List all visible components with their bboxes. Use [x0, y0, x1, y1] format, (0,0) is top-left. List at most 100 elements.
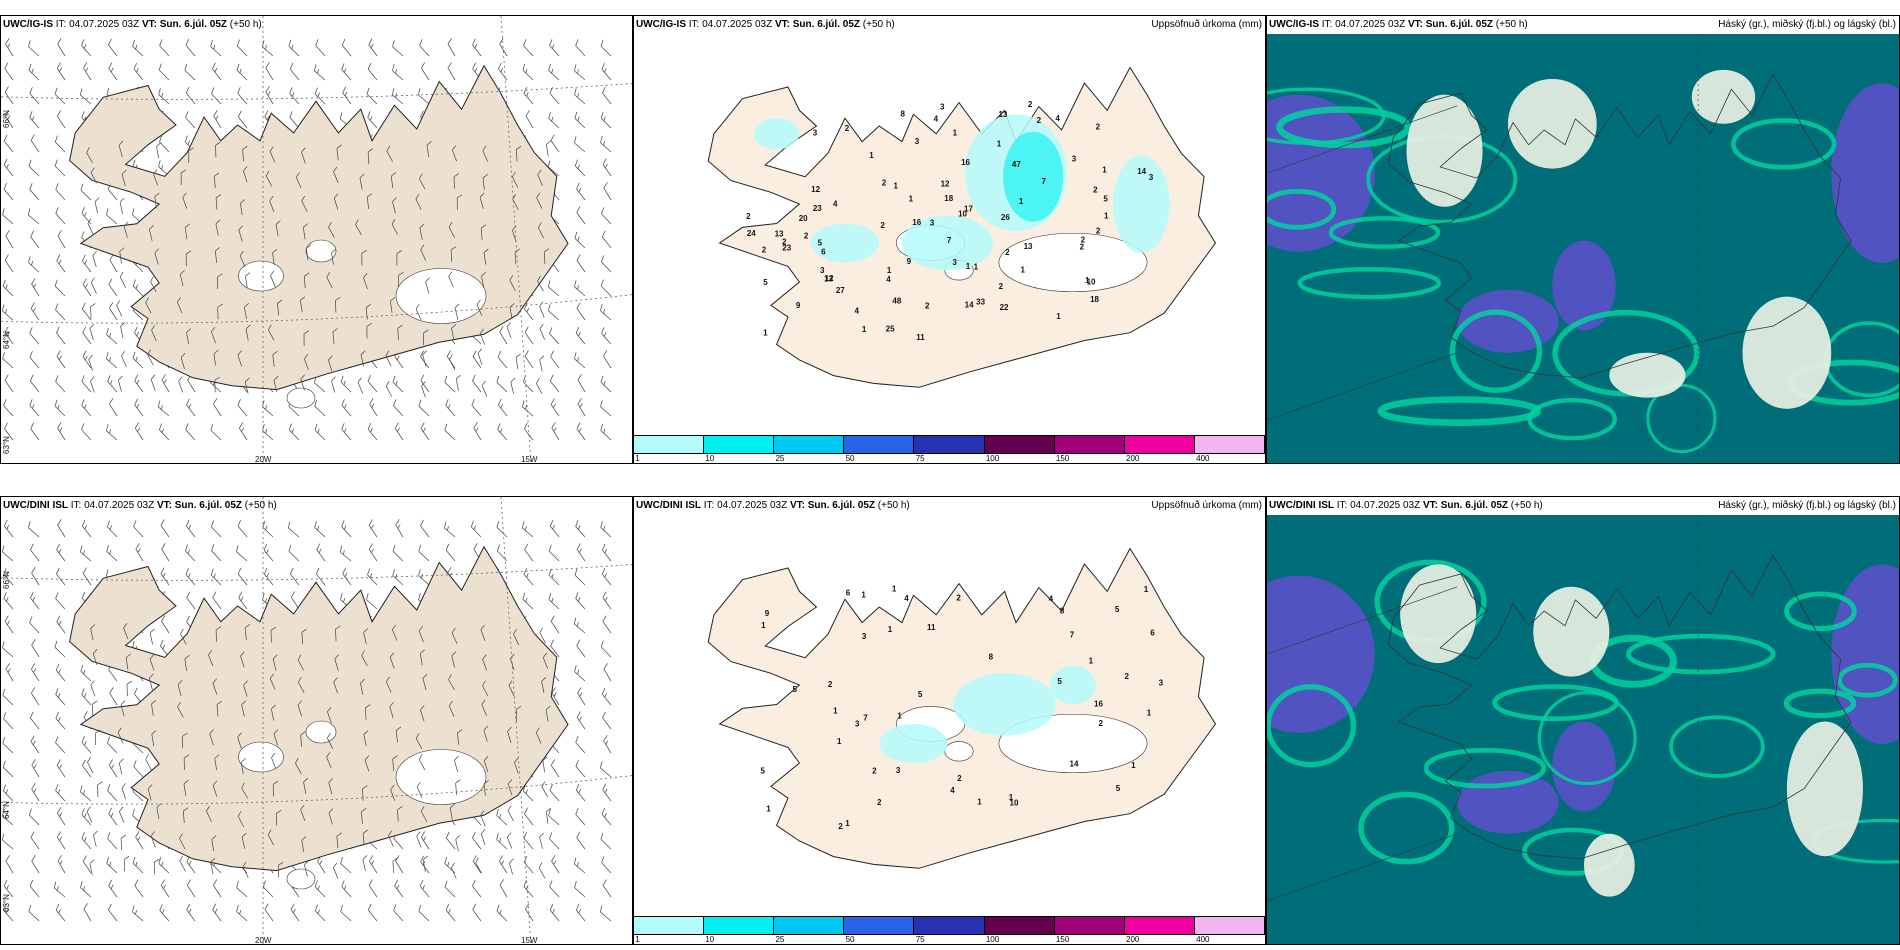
wind-barb — [415, 193, 422, 210]
precip-value-label: 1 — [833, 706, 838, 715]
wind-barb — [183, 779, 189, 796]
wind-barb — [82, 759, 92, 778]
colorbar-tick-label: 25 — [775, 454, 785, 463]
wind-barb — [31, 855, 40, 874]
wind-barb — [121, 169, 127, 186]
panel-title: UWC/DINI ISL IT: 04.07.2025 03Z VT: Sun.… — [1269, 500, 1543, 511]
wind-barb — [28, 521, 40, 538]
wind-barb — [236, 545, 248, 562]
wind-barb — [360, 350, 366, 367]
wind-barb — [548, 111, 560, 129]
wind-barb — [577, 398, 586, 417]
wind-barb — [5, 110, 14, 129]
precip-area — [753, 118, 800, 150]
wind-barb — [185, 423, 196, 441]
wind-barb — [179, 833, 186, 850]
wind-barb — [121, 783, 127, 800]
wind-barb — [547, 280, 560, 297]
wind-barb — [523, 880, 534, 898]
wind-map — [1, 16, 632, 463]
wind-barb — [210, 520, 222, 538]
precip-value-label: 8 — [1060, 607, 1065, 616]
wind-barb — [510, 377, 516, 394]
wind-barb — [147, 349, 154, 366]
colorbar-tick-label: 10 — [705, 454, 715, 463]
wind-barb — [549, 832, 560, 850]
wind-barb — [450, 246, 457, 262]
wind-barb — [83, 62, 92, 81]
precip-colorbar: 1 10 25 50 75 100 150 200 400 — [634, 916, 1265, 944]
wind-barb — [483, 755, 489, 773]
wind-barb — [28, 808, 40, 826]
precip-value-label: 5 — [1057, 677, 1062, 686]
colorbar-swatch — [774, 436, 845, 453]
mid-cloud-contour — [1836, 662, 1898, 698]
wind-barb — [328, 808, 334, 825]
wind-barb — [314, 904, 326, 922]
wind-barb — [444, 423, 456, 441]
wind-barb — [97, 781, 103, 797]
wind-barb — [117, 375, 123, 392]
wind-barb — [542, 756, 548, 773]
wind-barb — [30, 663, 40, 682]
precip-value-label: 4 — [904, 594, 909, 603]
wind-barb — [160, 567, 170, 586]
wind-barb — [574, 280, 586, 297]
wind-barb — [415, 733, 423, 750]
wind-barb — [265, 170, 273, 187]
wind-barb — [120, 834, 127, 851]
wind-barb — [213, 349, 219, 366]
wind-barb — [601, 567, 612, 586]
colorbar-tick-label: 150 — [1055, 454, 1070, 463]
wind-barb — [215, 194, 222, 210]
wind-barb — [178, 376, 183, 393]
wind-barb — [288, 39, 300, 57]
wind-barb — [302, 223, 309, 240]
wind-barb — [300, 804, 306, 821]
wind-barb — [123, 221, 129, 238]
wind-barb — [524, 422, 534, 441]
wind-barb — [475, 857, 482, 874]
wind-barb — [125, 653, 131, 670]
precip-area — [810, 223, 880, 263]
precip-value-label: 1 — [862, 325, 867, 334]
colorbar-swatch — [704, 436, 775, 453]
colorbar-swatch — [634, 436, 705, 453]
wind-barb — [515, 705, 522, 722]
wind-barb — [333, 193, 339, 210]
wind-barb — [367, 148, 374, 164]
wind-barb — [420, 244, 427, 261]
colorbar-swatch — [634, 917, 705, 934]
wind-barb — [28, 63, 40, 81]
wind-barb — [419, 879, 430, 898]
wind-barb — [29, 351, 40, 369]
wind-barb — [539, 323, 546, 340]
wind-barb — [109, 687, 118, 706]
wind-barb — [361, 249, 367, 266]
panel-field-label: Uppsöfnuð úrkoma (mm) — [1151, 500, 1262, 511]
wind-barb — [497, 350, 508, 369]
wind-barb — [57, 422, 66, 441]
wind-barb — [3, 134, 14, 153]
wind-barb — [30, 591, 40, 610]
lon-label-20w: 20W — [255, 936, 272, 945]
wind-barb — [574, 111, 586, 129]
precip-value-label: 1 — [1020, 265, 1025, 274]
precip-value-label: 1 — [953, 129, 958, 138]
wind-barb — [56, 543, 66, 562]
mid-cloud-contour — [1552, 309, 1700, 397]
wind-barb — [304, 860, 309, 877]
wind-barb — [455, 835, 461, 852]
wind-barb — [444, 880, 456, 898]
graticule-66n — [1, 564, 632, 581]
wind-barb — [262, 880, 274, 898]
wind-barb — [472, 831, 482, 850]
wind-barb — [336, 832, 342, 849]
mid-cloud-contour — [1783, 688, 1857, 719]
glacier — [238, 260, 284, 292]
wind-barb — [29, 399, 40, 417]
wind-barb — [536, 192, 543, 209]
wind-barb — [29, 87, 40, 105]
wind-barb — [208, 650, 214, 667]
wind-barb — [537, 169, 543, 186]
